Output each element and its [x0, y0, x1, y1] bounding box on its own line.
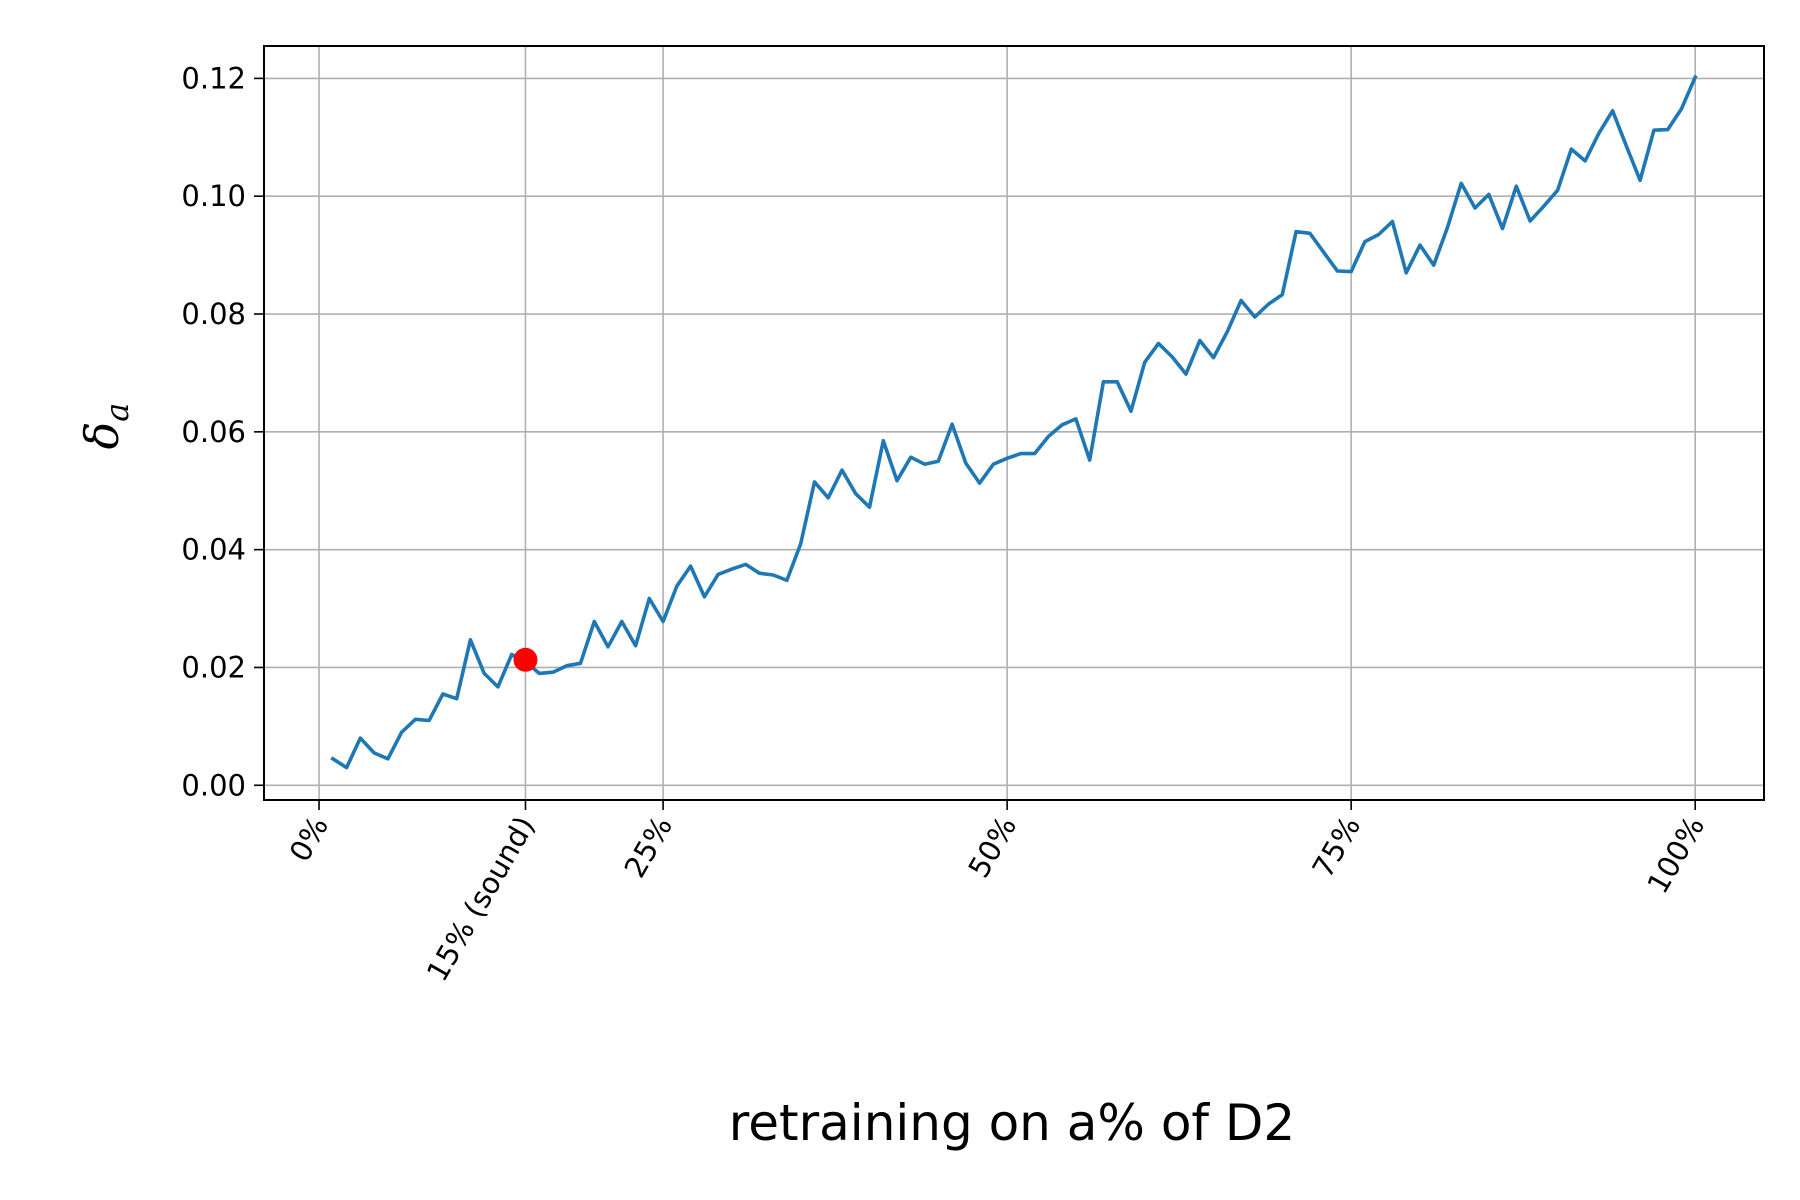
x-tick-label: 15% (sound)	[420, 811, 542, 988]
x-axis-label: retraining on a% of D2	[729, 1094, 1295, 1152]
y-axis-ticks: 0.00 0.02 0.04 0.06 0.08 0.10 0.12	[181, 61, 264, 802]
y-axis-label-subscript: a	[98, 403, 136, 422]
series-line	[330, 74, 1698, 770]
y-axis-label: δa	[75, 403, 136, 450]
y-tick-label: 0.12	[181, 61, 246, 95]
x-tick-label: 100%	[1640, 811, 1711, 900]
marker-layer	[513, 647, 538, 672]
grid	[264, 46, 1764, 800]
sound-point-marker	[513, 647, 538, 672]
y-tick-label: 0.00	[181, 768, 246, 802]
y-tick-label: 0.04	[181, 533, 246, 567]
series-layer	[330, 74, 1698, 770]
plot-area-frame	[263, 45, 1765, 801]
y-tick-label: 0.08	[181, 297, 246, 331]
x-axis-ticks: 0% 15% (sound) 25% 50% 75% 100%	[283, 800, 1711, 988]
x-tick-label: 0%	[283, 811, 335, 868]
x-tick-label: 25%	[617, 811, 679, 884]
x-tick-label: 75%	[1306, 811, 1368, 884]
y-tick-label: 0.10	[181, 179, 246, 213]
y-tick-label: 0.02	[181, 650, 246, 684]
x-tick-label: 50%	[962, 811, 1024, 884]
y-tick-label: 0.06	[181, 415, 246, 449]
y-axis-label-symbol: δ	[75, 422, 129, 450]
